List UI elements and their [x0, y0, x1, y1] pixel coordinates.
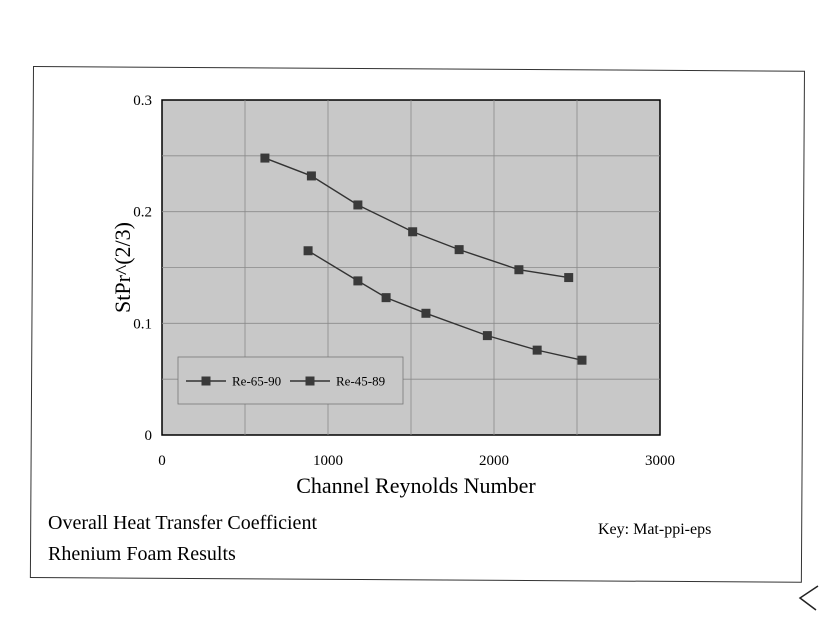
x-tick-label: 3000 [645, 453, 675, 469]
data-point [454, 245, 464, 255]
data-point [306, 171, 316, 181]
data-point [353, 276, 363, 286]
y-tick-label: 0 [145, 428, 153, 444]
y-tick-label: 0.1 [133, 316, 152, 332]
y-tick-label: 0.2 [133, 205, 152, 221]
y-axis-title: StPr^(2/3) [110, 222, 135, 313]
data-point [514, 265, 524, 275]
key-label: Key: Mat-ppi-eps [598, 521, 712, 538]
legend-swatch-marker [201, 376, 211, 386]
y-tick-label: 0.3 [133, 93, 152, 109]
data-point [260, 153, 270, 163]
data-point [482, 331, 492, 341]
legend-swatch-marker [305, 376, 315, 386]
caption-title: Overall Heat Transfer Coefficient [48, 512, 317, 534]
data-point [577, 355, 587, 365]
legend-entry-label: Re-45-89 [336, 374, 385, 389]
data-point [303, 246, 313, 256]
x-axis-title: Channel Reynolds Number [296, 473, 536, 498]
x-tick-label: 2000 [479, 453, 509, 469]
data-point [421, 308, 431, 318]
x-tick-label: 0 [158, 453, 166, 469]
data-point [408, 227, 418, 237]
data-point [353, 200, 363, 210]
legend-entry-label: Re-65-90 [232, 374, 281, 389]
caption-subtitle: Rhenium Foam Results [48, 543, 236, 565]
pen-mark-icon [798, 585, 819, 611]
data-point [532, 345, 542, 355]
data-point [381, 293, 391, 303]
x-tick-label: 1000 [313, 453, 343, 469]
data-point [564, 273, 574, 283]
